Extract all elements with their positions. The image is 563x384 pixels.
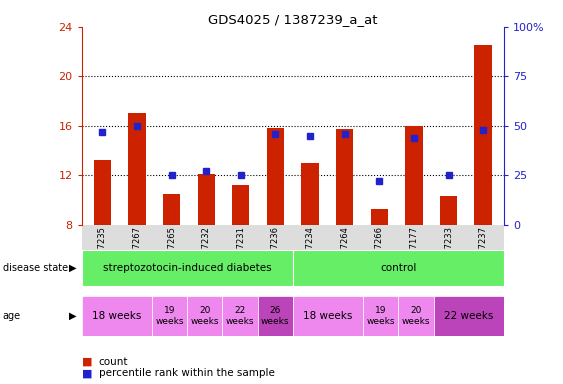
FancyBboxPatch shape (187, 296, 222, 336)
Text: streptozotocin-induced diabetes: streptozotocin-induced diabetes (103, 263, 271, 273)
Text: 19
weeks: 19 weeks (155, 306, 184, 326)
Text: disease state: disease state (3, 263, 68, 273)
Bar (475, 45, 491, 225)
Bar (198, 174, 215, 225)
Text: 20
weeks: 20 weeks (190, 306, 219, 326)
Text: ▶: ▶ (69, 263, 76, 273)
Title: GDS4025 / 1387239_a_at: GDS4025 / 1387239_a_at (208, 13, 378, 26)
FancyBboxPatch shape (82, 250, 293, 286)
Text: ■: ■ (82, 368, 92, 378)
Bar (128, 113, 146, 225)
FancyBboxPatch shape (363, 296, 399, 336)
Text: age: age (3, 311, 21, 321)
FancyBboxPatch shape (399, 296, 434, 336)
Text: 22
weeks: 22 weeks (226, 306, 254, 326)
Bar (232, 185, 249, 225)
Text: ■: ■ (82, 357, 92, 367)
Text: ▶: ▶ (69, 311, 76, 321)
Bar (94, 161, 111, 225)
FancyBboxPatch shape (152, 296, 187, 336)
Text: percentile rank within the sample: percentile rank within the sample (99, 368, 274, 378)
FancyBboxPatch shape (258, 296, 293, 336)
Text: count: count (99, 357, 128, 367)
FancyBboxPatch shape (293, 250, 504, 286)
Bar (370, 209, 388, 225)
Text: 18 weeks: 18 weeks (92, 311, 141, 321)
Bar (267, 128, 284, 225)
Bar (440, 196, 457, 225)
Text: 22 weeks: 22 weeks (444, 311, 493, 321)
Bar (301, 163, 319, 225)
FancyBboxPatch shape (293, 296, 363, 336)
Bar (405, 126, 423, 225)
Text: 18 weeks: 18 weeks (303, 311, 352, 321)
Bar (163, 194, 180, 225)
Text: 26
weeks: 26 weeks (261, 306, 289, 326)
Text: 20
weeks: 20 weeks (401, 306, 430, 326)
FancyBboxPatch shape (434, 296, 504, 336)
Bar (336, 129, 354, 225)
FancyBboxPatch shape (222, 296, 258, 336)
Text: control: control (380, 263, 417, 273)
FancyBboxPatch shape (82, 296, 152, 336)
Text: 19
weeks: 19 weeks (367, 306, 395, 326)
